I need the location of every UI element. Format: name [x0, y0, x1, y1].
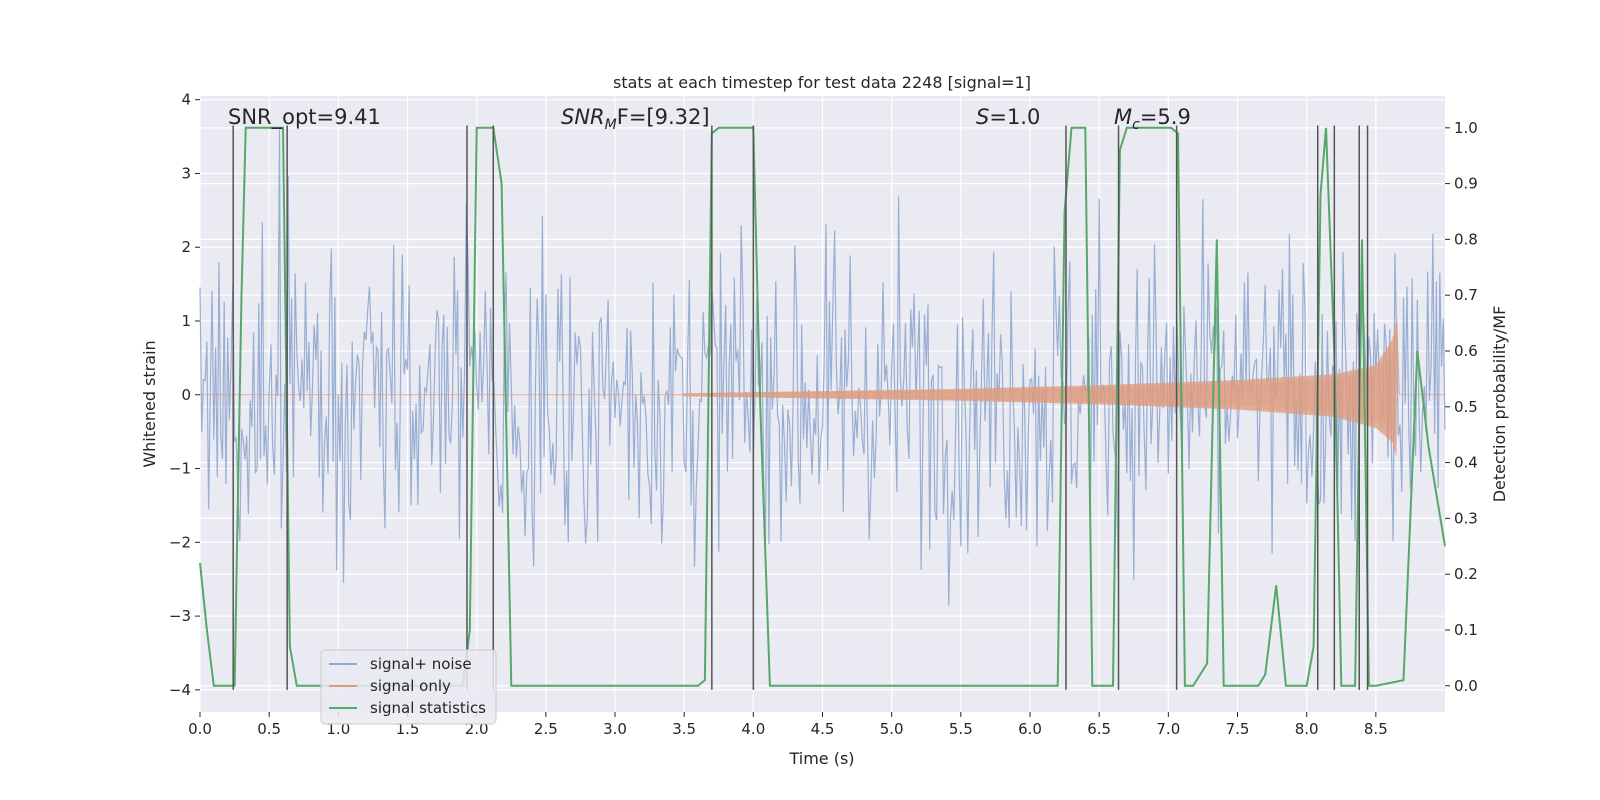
annotation-snr-mf-main: SNR	[561, 105, 605, 129]
y-left-tick-label-7: 3	[181, 164, 191, 182]
y-right-tick-label-8: 0.8	[1454, 230, 1478, 248]
chart-title: stats at each timestep for test data 224…	[613, 73, 1031, 92]
y-left-axis-ticks: −4 −3 −2 −1 0 1 2 3 4	[169, 91, 200, 699]
annotation-s-rest: =1.0	[989, 105, 1040, 129]
x-tick-label-6: 3.0	[603, 720, 627, 738]
x-tick-label-10: 5.0	[880, 720, 904, 738]
x-tick-label-9: 4.5	[811, 720, 835, 738]
x-axis-label: Time (s)	[788, 749, 854, 768]
x-tick-label-12: 6.0	[1018, 720, 1042, 738]
legend-label-signal-noise: signal+ noise	[370, 655, 472, 673]
annotation-s: S=1.0	[976, 105, 1040, 129]
legend: signal+ noise signal only signal statist…	[320, 649, 497, 725]
x-tick-label-5: 2.5	[534, 720, 558, 738]
plot-area	[199, 96, 1446, 712]
x-tick-label-13: 6.5	[1087, 720, 1111, 738]
annotation-snr-mf-rest: F=[9.32]	[617, 105, 710, 129]
annotation-snr-mf: SNRMF=[9.32]	[561, 105, 710, 133]
y-left-tick-label-6: 2	[181, 238, 191, 256]
annotation-mc: Mc=5.9	[1114, 105, 1191, 133]
y-right-tick-label-3: 0.3	[1454, 509, 1478, 527]
x-tick-label-11: 5.5	[949, 720, 973, 738]
y-left-tick-label-2: −2	[169, 533, 191, 551]
x-tick-label-7: 3.5	[672, 720, 696, 738]
y-right-tick-label-0: 0.0	[1454, 677, 1478, 695]
x-tick-label-8: 4.0	[741, 720, 765, 738]
x-tick-label-1: 0.5	[257, 720, 281, 738]
y-left-tick-label-5: 1	[181, 312, 191, 330]
x-tick-label-14: 7.0	[1156, 720, 1180, 738]
legend-label-signal-statistics: signal statistics	[370, 699, 486, 717]
annotation-mc-sub: c	[1132, 117, 1140, 133]
y-left-tick-label-4: 0	[181, 386, 191, 404]
annotation-snr-mf-sub: M	[605, 117, 617, 133]
y-right-tick-label-7: 0.7	[1454, 286, 1478, 304]
y-left-axis-label: Whitened strain	[140, 340, 159, 467]
series-signal-plus-noise	[199, 129, 1446, 606]
y-left-tick-label-3: −1	[169, 460, 191, 478]
annotation-mc-main: M	[1114, 105, 1132, 129]
y-right-tick-label-4: 0.4	[1454, 454, 1478, 472]
x-tick-label-16: 8.0	[1295, 720, 1319, 738]
annotation-mc-rest: =5.9	[1140, 105, 1191, 129]
y-left-tick-label-8: 4	[181, 91, 191, 109]
y-left-tick-label-1: −3	[169, 607, 191, 625]
annotation-snr-opt: SNR_opt=9.41	[228, 105, 381, 130]
legend-box	[320, 649, 497, 725]
noise-trace	[199, 129, 1446, 606]
legend-label-signal-only: signal only	[370, 677, 451, 695]
chirp-trace	[199, 317, 1445, 456]
y-right-axis-ticks: 0.0 0.1 0.2 0.3 0.4 0.5 0.6 0.7 0.8 0.9 1.0	[1445, 119, 1478, 695]
vertical-markers	[232, 125, 1369, 690]
series-signal-only	[199, 317, 1445, 456]
y-left-tick-label-0: −4	[169, 681, 191, 699]
annotation-s-main: S	[976, 105, 989, 129]
x-tick-label-17: 8.5	[1364, 720, 1388, 738]
y-right-tick-label-2: 0.2	[1454, 565, 1478, 583]
x-tick-label-0: 0.0	[188, 720, 212, 738]
annotations: SNR_opt=9.41 SNRMF=[9.32] S=1.0 Mc=5.9	[228, 105, 1191, 133]
y-right-tick-label-6: 0.6	[1454, 342, 1478, 360]
y-right-axis-label: Detection probability/MF	[1490, 306, 1509, 503]
y-right-tick-label-10: 1.0	[1454, 119, 1478, 137]
x-tick-label-15: 7.5	[1226, 720, 1250, 738]
y-right-tick-label-9: 0.9	[1454, 175, 1478, 193]
y-right-tick-label-1: 0.1	[1454, 621, 1478, 639]
y-right-tick-label-5: 0.5	[1454, 398, 1478, 416]
